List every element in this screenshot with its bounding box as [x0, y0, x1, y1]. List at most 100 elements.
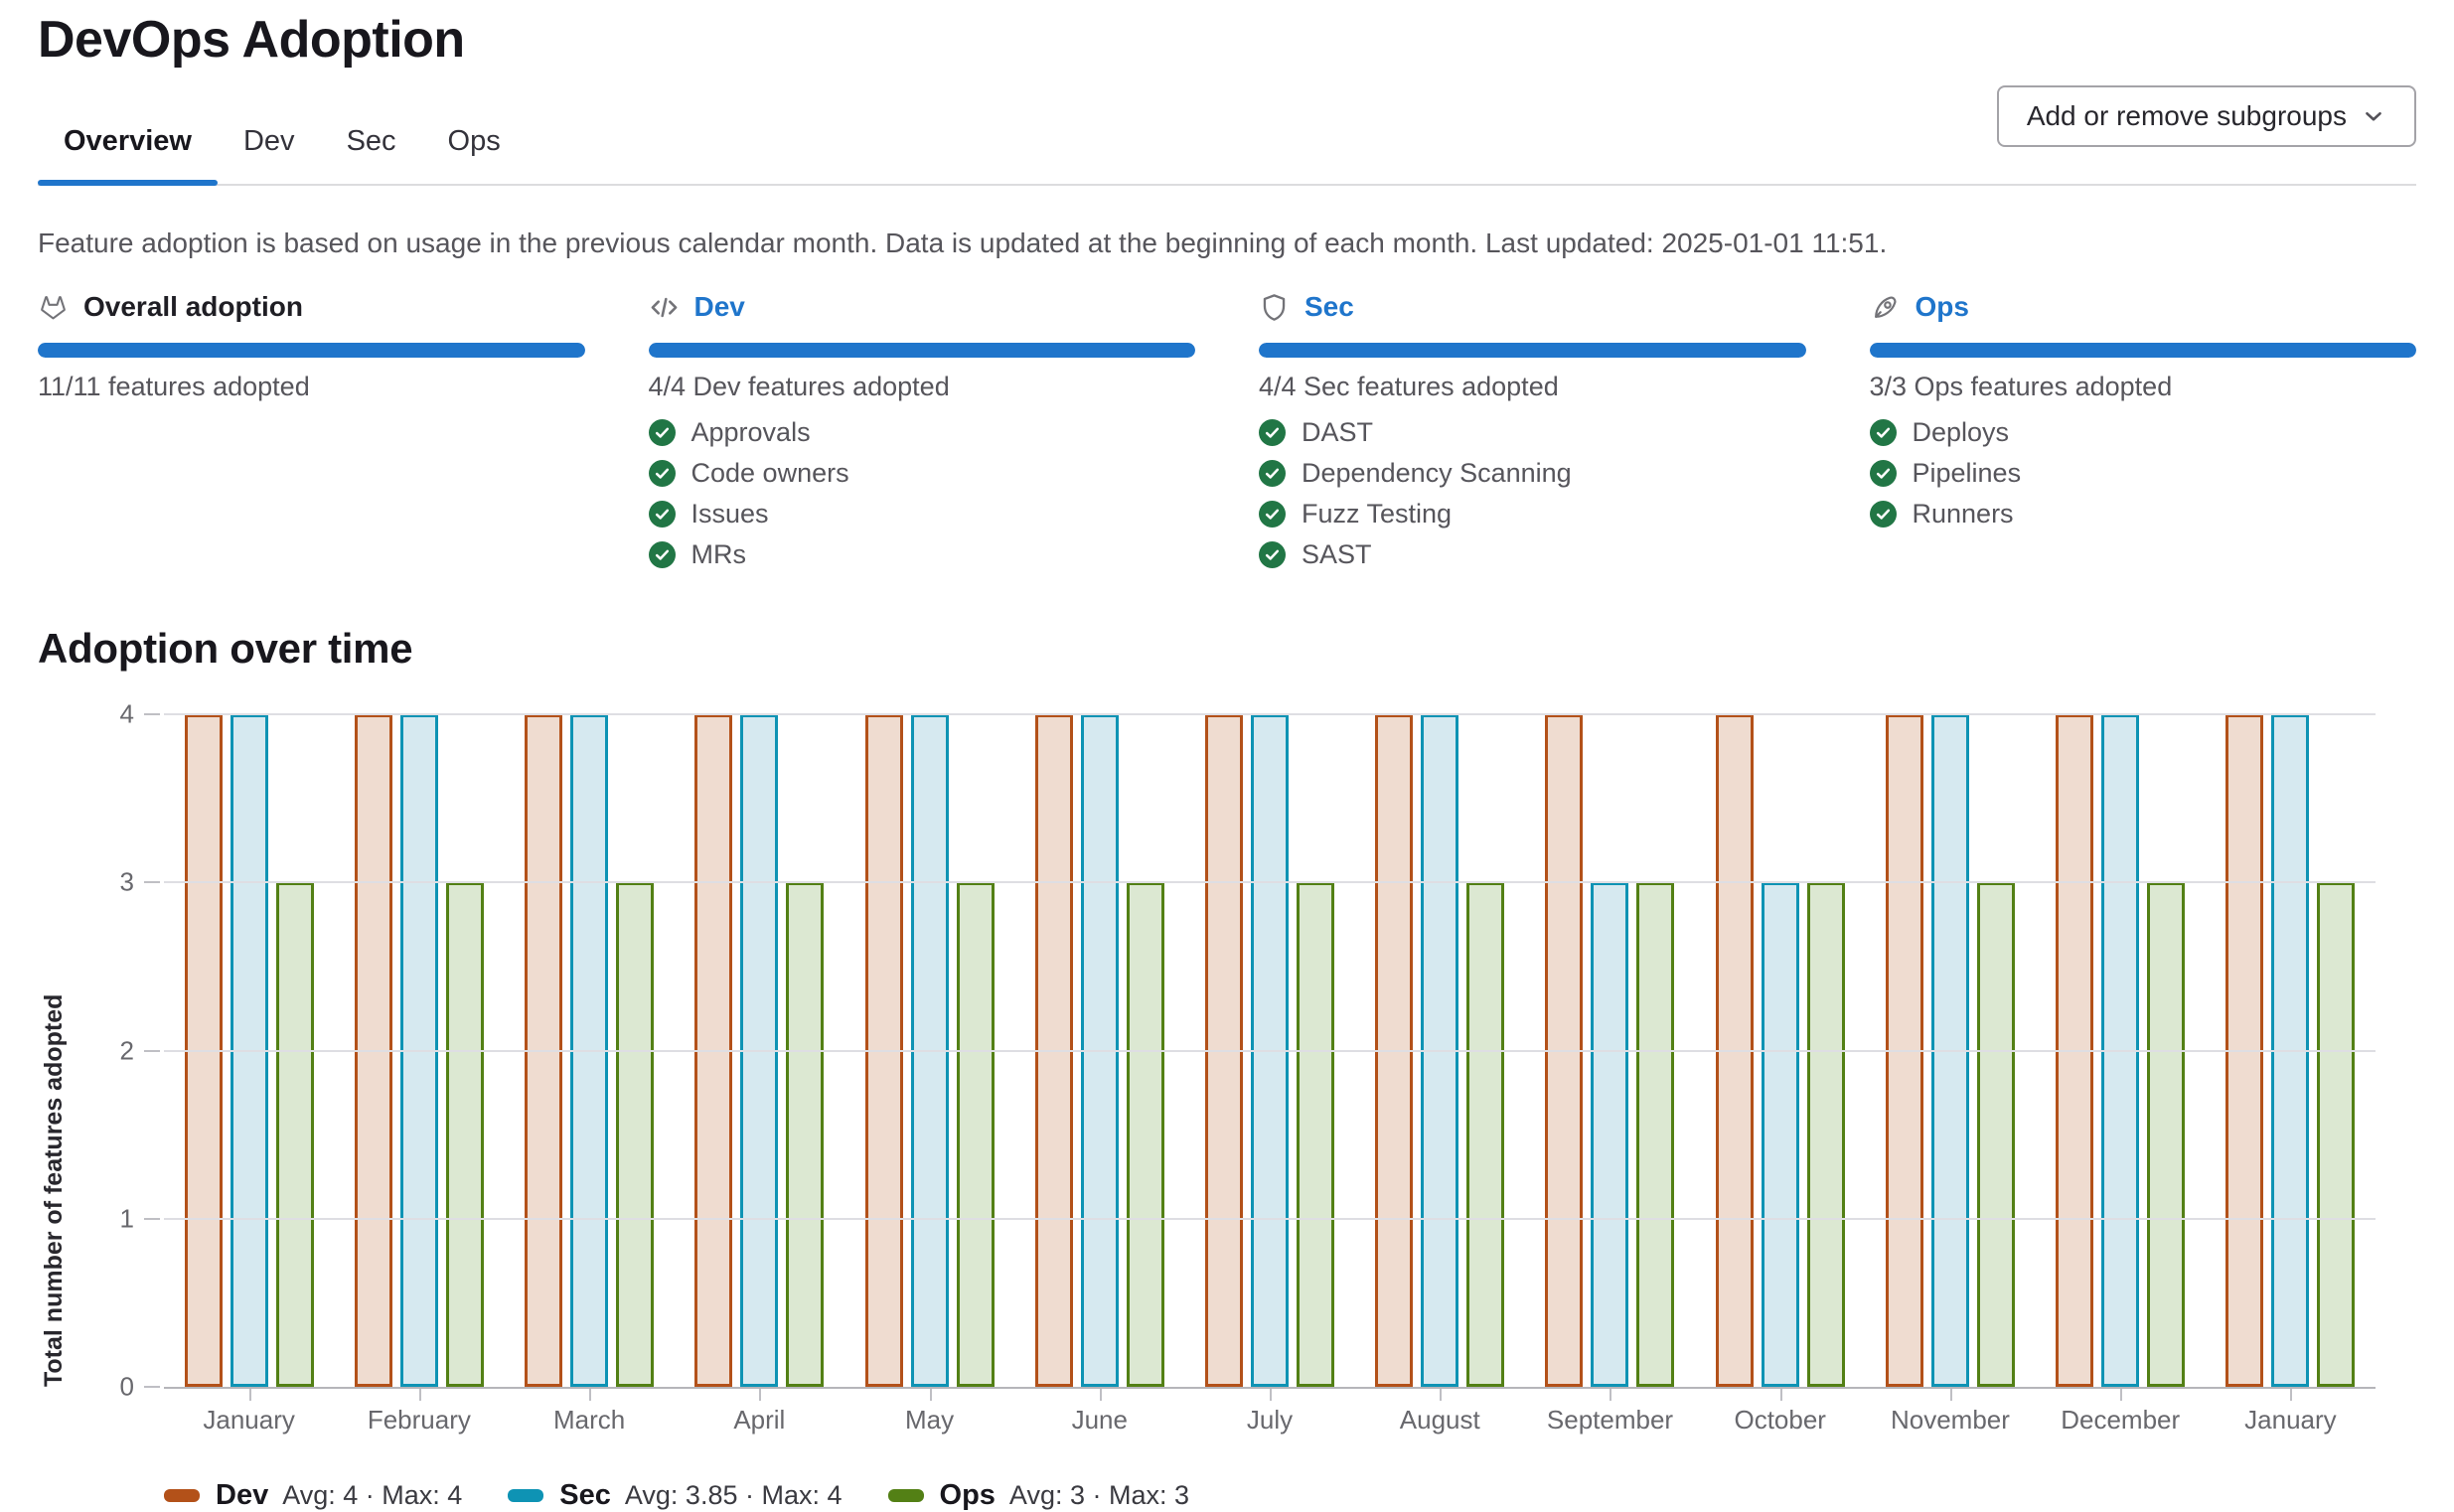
x-axis-label-5-may: May — [904, 1405, 955, 1435]
progress-fill-overall-adoption — [38, 343, 585, 358]
gridline-y4 — [164, 713, 2376, 715]
x-tick-mark — [1099, 1389, 1102, 1401]
card-title-sec[interactable]: Sec — [1304, 291, 1354, 322]
y-tick-mark-2 — [144, 1049, 160, 1052]
x-tick-mark — [2290, 1389, 2293, 1401]
feature-row: Runners — [1869, 494, 2417, 534]
feature-row: DAST — [1259, 412, 1806, 453]
adoption-cards: Overall adoption 11/11 features adopted De… — [38, 289, 2416, 575]
progress-label-ops: 3/3 Ops features adopted — [1869, 372, 2173, 401]
card-header-ops: Ops — [1870, 289, 2417, 325]
progress-fill-dev — [648, 343, 1195, 358]
legend-item-dev[interactable]: Dev Avg: 4 · Max: 4 — [164, 1479, 462, 1512]
feature-label: SAST — [1302, 539, 1372, 569]
feature-label: Dependency Scanning — [1302, 458, 1572, 488]
progress-label-sec: 4/4 Sec features adopted — [1259, 372, 1559, 401]
tab-bar: Overview Dev Sec Ops Add or remove subgr… — [38, 85, 2416, 186]
card-title-dev[interactable]: Dev — [693, 291, 745, 322]
feature-label: Issues — [690, 499, 769, 529]
bar-ops-april — [786, 882, 825, 1387]
legend-stats-dev: Avg: 4 · Max: 4 — [282, 1480, 463, 1510]
feature-list-sec: DAST Dependency Scanning Fuzz Testing SAST — [1259, 412, 1806, 575]
x-axis-label-2-february: February — [367, 1405, 471, 1435]
check-circle-icon — [648, 541, 676, 568]
tab-dev[interactable]: Dev — [242, 125, 295, 157]
tab-sec[interactable]: Sec — [346, 125, 396, 157]
progress-bar-ops — [1869, 343, 2416, 358]
bar-sec-october — [1761, 882, 1799, 1387]
feature-row: Deploys — [1869, 412, 2417, 453]
x-tick-mark — [418, 1389, 421, 1401]
x-tick-mark — [759, 1389, 762, 1401]
y-tick-label-0: 0 — [119, 1371, 134, 1402]
x-axis-label-7-july: July — [1246, 1405, 1294, 1435]
y-tick-mark-0 — [144, 1386, 160, 1388]
check-circle-icon — [648, 501, 676, 528]
legend-name-sec: Sec — [559, 1479, 611, 1511]
legend-item-sec[interactable]: Sec Avg: 3.85 · Max: 4 — [508, 1479, 843, 1512]
x-axis-label-10-october: October — [1734, 1405, 1826, 1435]
x-tick-mark — [1440, 1389, 1443, 1401]
x-tick-mark — [1610, 1389, 1612, 1401]
chart-legend: Dev Avg: 4 · Max: 4 Sec Avg: 3.85 · Max: 4 O… — [164, 1479, 2416, 1512]
feature-label: Pipelines — [1912, 458, 2022, 488]
bar-ops-june — [1126, 882, 1164, 1387]
x-tick-mark — [2120, 1389, 2123, 1401]
y-tick-label-3: 3 — [119, 866, 134, 897]
tanuki-icon — [38, 292, 69, 323]
x-tick-mark — [1949, 1389, 1952, 1401]
legend-swatch-dev — [164, 1489, 200, 1502]
bar-sec-september — [1591, 882, 1629, 1387]
last-updated-info: Feature adoption is based on usage in th… — [38, 227, 1888, 258]
feature-row: Approvals — [648, 412, 1196, 453]
tab-ops[interactable]: Ops — [447, 125, 501, 157]
bar-ops-september — [1636, 882, 1675, 1387]
progress-fill-ops — [1869, 343, 2416, 358]
progress-bar-dev — [648, 343, 1195, 358]
bar-ops-august — [1466, 882, 1505, 1387]
progress-bar-sec — [1259, 343, 1806, 358]
check-circle-icon — [1259, 541, 1286, 568]
legend-stats-sec: Avg: 3.85 · Max: 4 — [624, 1480, 843, 1510]
check-circle-icon — [1869, 501, 1897, 528]
feature-label: Code owners — [690, 458, 849, 488]
legend-item-ops[interactable]: Ops Avg: 3 · Max: 3 — [887, 1479, 1189, 1512]
y-tick-mark-1 — [144, 1217, 160, 1220]
check-circle-icon — [1259, 460, 1286, 487]
adoption-over-time-chart: Total number of features adopted 0 1 2 3 4 J… — [38, 699, 2416, 1512]
feature-list-dev: Approvals Code owners Issues MRs — [648, 412, 1196, 575]
feature-label: MRs — [690, 539, 747, 569]
bar-group-1-january — [164, 714, 334, 1401]
y-tick-label-4: 4 — [119, 698, 134, 729]
check-circle-icon — [1869, 460, 1897, 487]
chart-plot-area: Total number of features adopted 0 1 2 3 4 — [40, 699, 2376, 1402]
x-tick-mark — [1779, 1389, 1782, 1401]
tab-overview[interactable]: Overview — [38, 103, 218, 186]
x-axis-label-6-june: June — [1071, 1405, 1128, 1435]
x-tick-mark — [589, 1389, 592, 1401]
code-icon — [649, 292, 680, 323]
add-remove-subgroups-button[interactable]: Add or remove subgroups — [1996, 85, 2416, 147]
adoption-card-ops: Ops 3/3 Ops features adopted Deploys Pipeli… — [1869, 289, 2417, 575]
x-axis-label-1-january: January — [203, 1405, 295, 1435]
legend-stats-ops: Avg: 3 · Max: 3 — [1008, 1480, 1189, 1510]
feature-row: SAST — [1259, 534, 1806, 575]
x-tick-mark — [1270, 1389, 1273, 1401]
feature-row: Issues — [648, 494, 1196, 534]
x-axis-label-8-august: August — [1399, 1405, 1480, 1435]
x-tick-mark — [929, 1389, 932, 1401]
progress-label-overall-adoption: 11/11 features adopted — [38, 372, 310, 401]
adoption-card-sec: Sec 4/4 Sec features adopted DAST Dependenc… — [1259, 289, 1806, 575]
y-tick-label-1: 1 — [119, 1203, 134, 1234]
gridline-y3 — [164, 881, 2376, 884]
card-title-overall-adoption: Overall adoption — [83, 291, 303, 322]
legend-name-ops: Ops — [939, 1479, 996, 1511]
card-title-ops[interactable]: Ops — [1915, 291, 1969, 322]
check-circle-icon — [1259, 419, 1286, 446]
gridline-y2 — [164, 1049, 2376, 1052]
feature-label: Runners — [1912, 499, 2014, 529]
check-circle-icon — [648, 460, 676, 487]
x-axis-label-11-november: November — [1890, 1405, 2010, 1435]
x-axis-labels: January February March April May June July Augu… — [164, 1405, 2376, 1436]
